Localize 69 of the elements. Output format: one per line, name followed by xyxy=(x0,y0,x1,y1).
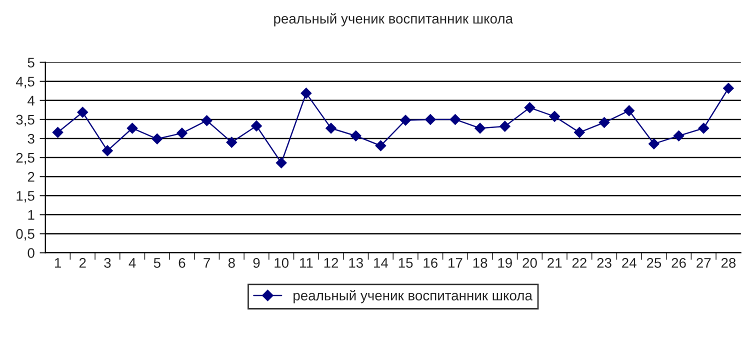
x-tick-label: 19 xyxy=(498,258,512,268)
x-tick-label: 17 xyxy=(448,258,462,268)
point xyxy=(499,120,510,132)
x-tick-label: 27 xyxy=(696,258,711,268)
y-tick-label: 1,5 xyxy=(16,191,34,202)
x-tick-label: 8 xyxy=(228,258,235,268)
y-tick-label: 2,5 xyxy=(16,152,34,164)
y-tick-label: 4,5 xyxy=(16,76,34,88)
point xyxy=(673,130,684,142)
x-tick-label: 4 xyxy=(128,258,136,268)
point xyxy=(350,130,362,142)
point xyxy=(251,120,262,132)
y-tick-label: 3,5 xyxy=(16,114,34,126)
x-tick-label: 22 xyxy=(572,258,586,268)
x-tick-label: 7 xyxy=(204,258,210,268)
x-tick-label: 24 xyxy=(622,258,636,268)
point xyxy=(201,115,212,126)
x-tick-label: 5 xyxy=(154,258,160,268)
chart-title: реальный ученик воспитанник школа xyxy=(274,13,514,26)
x-tick-label: 10 xyxy=(274,258,289,268)
x-tick-label: 16 xyxy=(424,258,438,268)
x-tick-label: 26 xyxy=(672,258,686,268)
x-tick-label: 9 xyxy=(253,258,260,268)
point xyxy=(176,128,188,139)
y-tick-label: 0 xyxy=(28,248,34,258)
point xyxy=(723,82,734,94)
point xyxy=(77,106,88,118)
point xyxy=(152,133,163,144)
point xyxy=(424,114,436,125)
y-tick-label: 2 xyxy=(28,172,34,182)
x-tick-label: 14 xyxy=(374,258,388,268)
y-tick-label: 5 xyxy=(28,58,34,68)
x-tick-label: 1 xyxy=(54,258,61,268)
x-tick-label: 11 xyxy=(300,258,313,268)
point xyxy=(375,140,386,152)
point xyxy=(624,105,635,116)
point xyxy=(648,138,660,150)
legend-label: реальный ученик воспитанник школа xyxy=(294,290,532,304)
x-tick-label: 28 xyxy=(721,258,736,268)
x-tick-label: 2 xyxy=(79,258,86,268)
x-tick-label: 25 xyxy=(646,258,662,268)
point xyxy=(300,88,312,99)
point xyxy=(574,126,585,138)
point xyxy=(549,110,560,122)
y-tick-label: 1 xyxy=(28,210,34,220)
x-tick-label: 21 xyxy=(548,258,562,268)
point xyxy=(226,136,238,148)
x-tick-label: 13 xyxy=(349,258,363,268)
point xyxy=(598,117,610,128)
point xyxy=(450,114,461,125)
x-tick-label: 12 xyxy=(324,258,338,268)
x-tick-label: 20 xyxy=(522,258,537,268)
point xyxy=(52,126,64,138)
point xyxy=(698,122,710,134)
y-tick-label: 4 xyxy=(28,96,35,106)
x-tick-label: 18 xyxy=(473,258,488,268)
x-tick-label: 15 xyxy=(398,258,413,268)
point xyxy=(474,122,486,134)
y-tick-label: 3 xyxy=(28,134,34,144)
x-tick-label: 6 xyxy=(178,258,186,268)
x-tick-label: 3 xyxy=(104,258,111,268)
point xyxy=(102,145,113,156)
point xyxy=(400,114,411,126)
point xyxy=(326,122,336,134)
point xyxy=(126,122,138,134)
y-tick-label: 0,5 xyxy=(16,229,34,241)
point xyxy=(524,102,536,114)
x-tick-label: 23 xyxy=(597,258,612,268)
point xyxy=(276,157,287,168)
